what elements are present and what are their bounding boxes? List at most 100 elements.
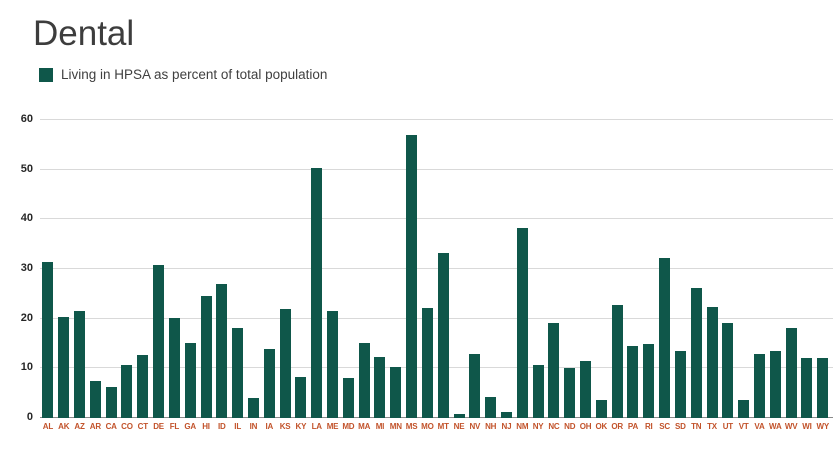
bar-WA (769, 351, 781, 418)
x-tick-label-VT: VT (738, 422, 749, 431)
legend-label: Living in HPSA as percent of total popul… (61, 67, 328, 82)
bar-VT (738, 399, 750, 418)
bar-slot-SD (673, 120, 689, 418)
bar-slot-IA (261, 120, 277, 418)
bar-slot-GA (182, 120, 198, 418)
bar-AK (58, 316, 70, 418)
bar-GA (184, 343, 196, 418)
bar-WV (785, 328, 797, 418)
bar-slot-IL (230, 120, 246, 418)
gridline-10 (40, 367, 833, 369)
x-tick-label-FL: FL (169, 422, 180, 431)
bar-KY (295, 377, 307, 418)
x-tick-label-WY: WY (816, 422, 829, 431)
x-tick-label-NC: NC (548, 422, 560, 431)
x-tick-label-MN: MN (389, 422, 402, 431)
bar-slot-UT (720, 120, 736, 418)
x-tick-label-RI: RI (644, 422, 653, 431)
x-tick-label-MD: MD (342, 422, 355, 431)
x-tick-label-KY: KY (295, 422, 307, 431)
x-tick-label-LA: LA (311, 422, 322, 431)
bar-slot-TX (704, 120, 720, 418)
bar-slot-MN (388, 120, 404, 418)
y-axis: 0 10 20 30 40 50 60 (0, 113, 36, 423)
bar-PA (627, 346, 639, 418)
bar-slot-SC (657, 120, 673, 418)
bar-slot-RI (641, 120, 657, 418)
bar-CA (105, 386, 117, 418)
bar-slot-TN (688, 120, 704, 418)
bar-TN (690, 288, 702, 418)
bar-slot-WA (767, 120, 783, 418)
y-tick-label-20: 20 (20, 311, 33, 324)
bar-slot-NH (483, 120, 499, 418)
x-tick-label-TX: TX (707, 422, 717, 431)
x-tick-label-OH: OH (579, 422, 592, 431)
bar-slot-MD (340, 120, 356, 418)
x-tick-label-MI: MI (375, 422, 385, 431)
bar-SD (674, 351, 686, 418)
x-tick-label-AL: AL (42, 422, 54, 431)
x-tick-label-OK: OK (595, 422, 608, 431)
bar-slot-MA (356, 120, 372, 418)
plot-area (40, 119, 833, 418)
bar-slot-VA (752, 120, 768, 418)
bar-ME (327, 311, 339, 418)
bar-RI (643, 343, 655, 418)
x-tick-label-WA: WA (769, 422, 782, 431)
bar-slot-DE (151, 120, 167, 418)
y-tick-label-60: 60 (20, 113, 33, 125)
x-tick-label-IL: IL (234, 422, 242, 431)
x-tick-label-AZ: AZ (74, 422, 85, 431)
bar-slot-HI (198, 120, 214, 418)
x-tick-label-CT: CT (137, 422, 148, 431)
x-tick-label-NJ: NJ (501, 422, 512, 431)
x-tick-label-NM: NM (516, 422, 529, 431)
bar-MD (342, 378, 354, 418)
bar-LA (311, 167, 323, 418)
gridline-40 (40, 218, 833, 220)
bar-NY (532, 365, 544, 418)
bar-slot-OR (609, 120, 625, 418)
bar-AZ (74, 310, 86, 418)
x-tick-label-IN: IN (249, 422, 258, 431)
x-axis-line (40, 417, 833, 418)
bar-SC (659, 258, 671, 418)
x-tick-label-AR: AR (89, 422, 101, 431)
bar-slot-KS (277, 120, 293, 418)
bar-slot-ID (214, 120, 230, 418)
gridline-60 (40, 119, 833, 120)
bar-slot-ND (562, 120, 578, 418)
bar-AR (89, 380, 101, 418)
x-tick-label-CO: CO (121, 422, 133, 431)
y-tick-label-30: 30 (20, 262, 33, 274)
bar-slot-LA (309, 120, 325, 418)
bar-MS (406, 134, 418, 418)
bar-OH (580, 360, 592, 418)
x-tick-label-AK: AK (58, 422, 70, 431)
x-tick-label-DE: DE (153, 422, 164, 431)
bar-slot-PA (625, 120, 641, 418)
bar-slot-NE (451, 120, 467, 418)
bar-FL (168, 317, 180, 418)
bar-HI (200, 296, 212, 418)
bar-slot-KY (293, 120, 309, 418)
bar-slot-MI (372, 120, 388, 418)
legend-swatch (39, 67, 53, 82)
bar-NE (453, 414, 465, 418)
bar-slot-CA (103, 120, 119, 418)
x-tick-label-TN: TN (691, 422, 702, 431)
x-tick-label-NH: NH (485, 422, 497, 431)
x-tick-label-MS: MS (405, 422, 418, 431)
x-tick-label-OR: OR (611, 422, 623, 431)
x-tick-label-MA: MA (358, 422, 371, 431)
bar-UT (722, 322, 734, 418)
bar-slot-OK (593, 120, 609, 418)
bar-slot-MT (435, 120, 451, 418)
bar-slot-CO (119, 120, 135, 418)
bar-TX (706, 306, 718, 418)
x-tick-label-WV: WV (784, 422, 798, 431)
x-tick-label-SD: SD (675, 422, 686, 431)
bar-VA (753, 354, 765, 418)
bar-OK (595, 399, 607, 418)
